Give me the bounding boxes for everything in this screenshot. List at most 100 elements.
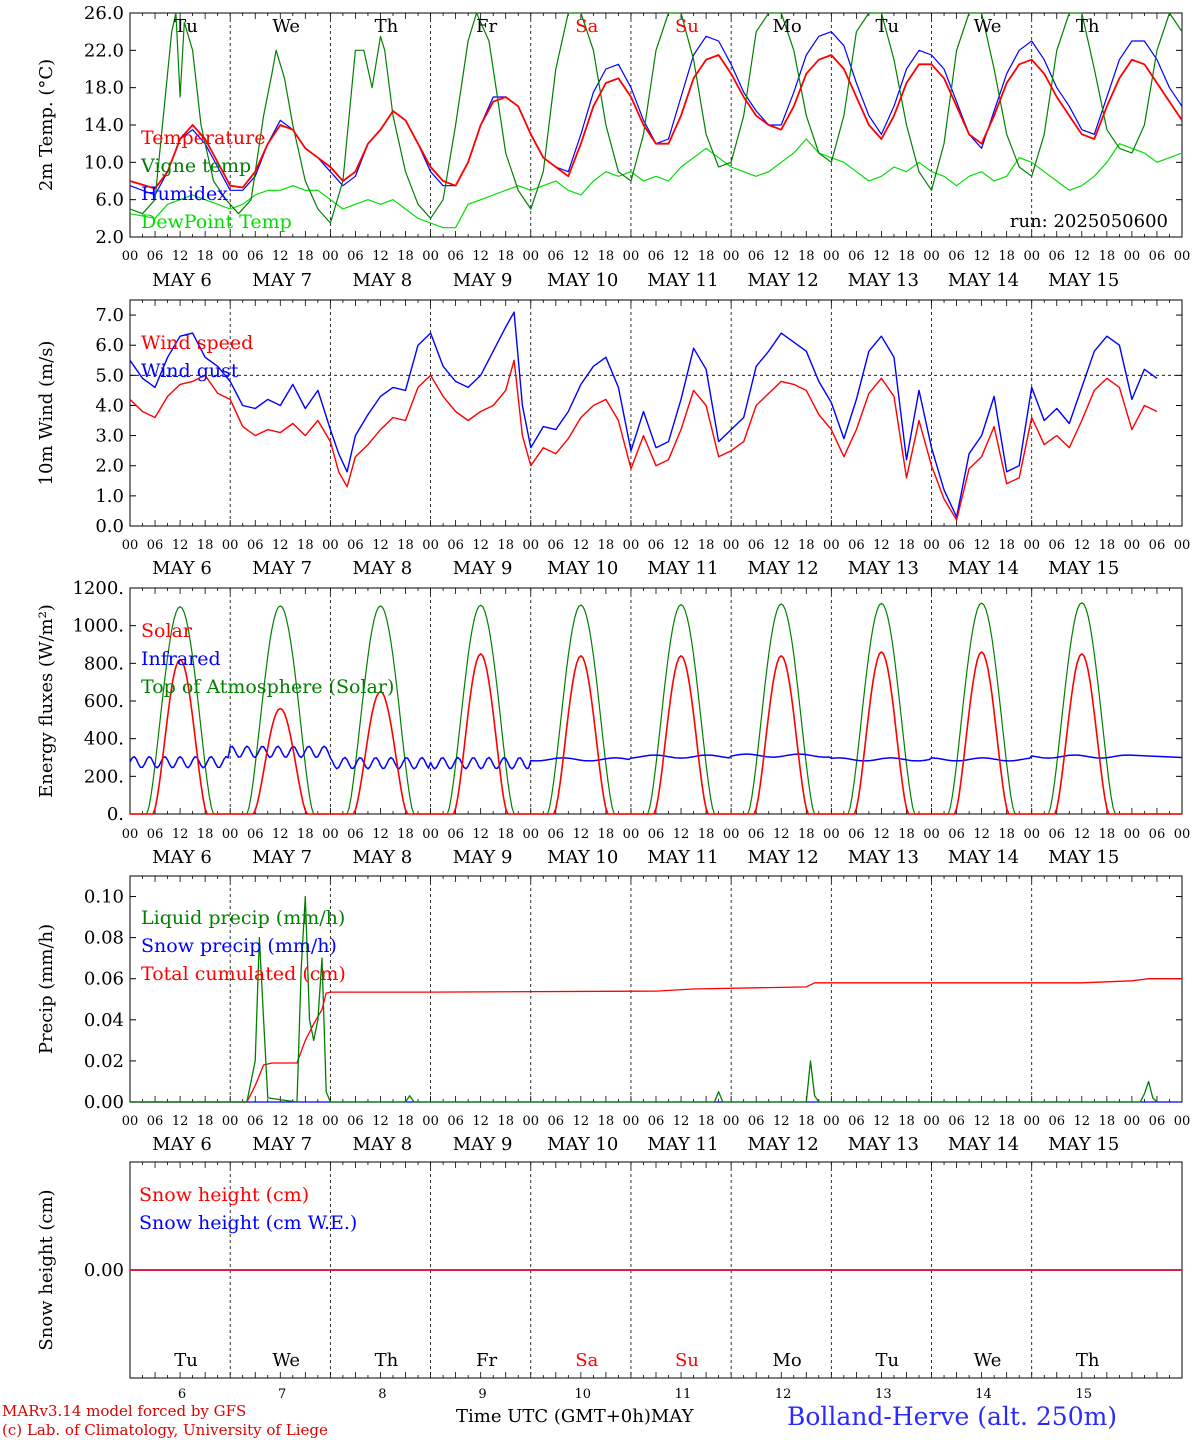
run-label: run: 2025050600 <box>1010 211 1168 232</box>
hour-tick-label: 06 <box>447 538 464 553</box>
hour-tick-label: 00 <box>623 1114 640 1129</box>
date-label: MAY 13 <box>848 558 919 579</box>
hour-tick-label: 12 <box>873 249 890 264</box>
y-tick-label: 0.02 <box>84 1051 124 1072</box>
date-label: MAY 9 <box>453 270 513 291</box>
weekday-label: We <box>974 16 1002 37</box>
y-tick-label: 0.00 <box>84 1260 124 1281</box>
hour-tick-label: 18 <box>798 538 815 553</box>
y-tick-label: 7.0 <box>95 305 124 326</box>
y-tick-label: 1.0 <box>95 486 124 507</box>
hour-tick-label: 06 <box>648 249 665 264</box>
legend-entry: Wind speed <box>141 332 253 354</box>
hour-tick-label: 00 <box>923 827 940 842</box>
hour-tick-label: 06 <box>748 1114 765 1129</box>
legend-entry: Snow height (cm) <box>139 1184 309 1206</box>
hour-tick-label: 18 <box>1099 538 1116 553</box>
y-tick-label: 800. <box>84 653 124 674</box>
hour-tick-label: 00 <box>222 1114 239 1129</box>
hour-tick-label: 00 <box>823 827 840 842</box>
weekday-label: Tu <box>174 16 198 37</box>
hour-tick-label: 18 <box>898 249 915 264</box>
weekday-label: Su <box>675 16 699 37</box>
hour-tick-label: 00 <box>122 1114 139 1129</box>
weekday-label: Tu <box>174 1350 198 1371</box>
y-tick-label: 2.0 <box>95 227 124 248</box>
hour-tick-label: 06 <box>748 827 765 842</box>
series-total-cumulated-cm- <box>130 978 1182 1103</box>
day-number: 6 <box>178 1387 186 1400</box>
hour-tick-label: 18 <box>898 538 915 553</box>
date-label: MAY 12 <box>748 558 819 579</box>
hour-ticks: 00 06 12 18 00 06 12 18 00 06 12 18 00 06 12 18 00 06 12 18… <box>122 538 1191 553</box>
y-tick-label: 200. <box>84 766 124 787</box>
hour-tick-label: 00 <box>122 538 139 553</box>
hour-tick-label: 06 <box>548 1114 565 1129</box>
hour-tick-label: 00 <box>322 1114 339 1129</box>
hour-tick-label: 06 <box>748 538 765 553</box>
series-liquid-precip-mm-h- <box>130 895 1158 1103</box>
hour-tick-label: 12 <box>1074 249 1091 264</box>
hour-tick-label: 12 <box>873 538 890 553</box>
hour-tick-label: 12 <box>973 827 990 842</box>
hour-tick-label: 12 <box>573 249 590 264</box>
date-label: MAY 14 <box>948 270 1019 291</box>
legend-entry: Total cumulated (cm) <box>141 963 346 985</box>
hour-tick-label: 06 <box>1048 1114 1065 1129</box>
hour-tick-label: 00 <box>923 538 940 553</box>
hour-tick-label: 18 <box>898 1114 915 1129</box>
hour-tick-label: 06 <box>247 827 264 842</box>
hour-tick-label: 00 <box>322 538 339 553</box>
date-label: MAY 15 <box>1048 847 1119 868</box>
hour-tick-label: 18 <box>598 249 615 264</box>
hour-tick-label: 12 <box>172 827 189 842</box>
date-label: MAY 7 <box>252 1134 312 1155</box>
weekday-label: Mo <box>773 1350 802 1371</box>
hour-tick-label: 12 <box>573 1114 590 1129</box>
weekday-label: Th <box>375 1350 399 1371</box>
date-label: MAY 11 <box>647 558 718 579</box>
hour-tick-label: 06 <box>147 538 164 553</box>
hour-tick-label: 12 <box>472 1114 489 1129</box>
hour-tick-label: 06 <box>848 827 865 842</box>
hour-tick-label: 12 <box>773 249 790 264</box>
legend-entry: Infrared <box>141 648 221 670</box>
hour-tick-label: 18 <box>397 249 414 264</box>
hour-tick-label: 18 <box>197 249 214 264</box>
date-label: MAY 13 <box>848 270 919 291</box>
hour-tick-label: 18 <box>998 1114 1015 1129</box>
hour-tick-label: 18 <box>497 249 514 264</box>
hour-tick-label: 00 <box>422 827 439 842</box>
hour-tick-label: 06 <box>948 538 965 553</box>
hour-tick-label: 18 <box>598 538 615 553</box>
y-tick-label: 22.0 <box>84 40 124 61</box>
hour-tick-label: 06 <box>548 538 565 553</box>
weekday-label: Tu <box>876 16 900 37</box>
hour-tick-label: 18 <box>197 1114 214 1129</box>
date-label: MAY 8 <box>352 847 412 868</box>
hour-tick-label: 06 <box>347 249 364 264</box>
date-label: MAY 9 <box>453 558 513 579</box>
hour-tick-label: 18 <box>998 827 1015 842</box>
y-tick-label: 14.0 <box>84 115 124 136</box>
legend-entry: Top of Atmosphere (Solar) <box>141 676 394 698</box>
hour-ticks: 00 06 12 18 00 06 12 18 00 06 12 18 00 06 12 18 00 06 12 18… <box>122 249 1191 264</box>
hour-tick-label: 18 <box>497 827 514 842</box>
date-label: MAY 10 <box>547 558 618 579</box>
y-tick-label: 0.06 <box>84 969 124 990</box>
hour-tick-label: 12 <box>472 827 489 842</box>
hour-tick-label: 00 <box>422 538 439 553</box>
hour-tick-label: 06 <box>1149 538 1166 553</box>
hour-tick-label: 06 <box>648 827 665 842</box>
hour-tick-label: 12 <box>372 827 389 842</box>
hour-tick-label: 00 <box>322 249 339 264</box>
hour-tick-label: 00 <box>122 249 139 264</box>
hour-tick-label: 12 <box>773 827 790 842</box>
series-vigne-temp <box>129 12 1183 224</box>
date-label: MAY 13 <box>848 1134 919 1155</box>
weekday-label: Tu <box>876 1350 900 1371</box>
hour-tick-label: 00 <box>1174 538 1191 553</box>
hour-tick-label: 18 <box>197 538 214 553</box>
hour-tick-label: 00 <box>723 538 740 553</box>
meteogram: 2.0 6.0 10.0 14.0 18.0 22.0 26.0 2m Temp. (°C) T… <box>36 3 1191 1400</box>
